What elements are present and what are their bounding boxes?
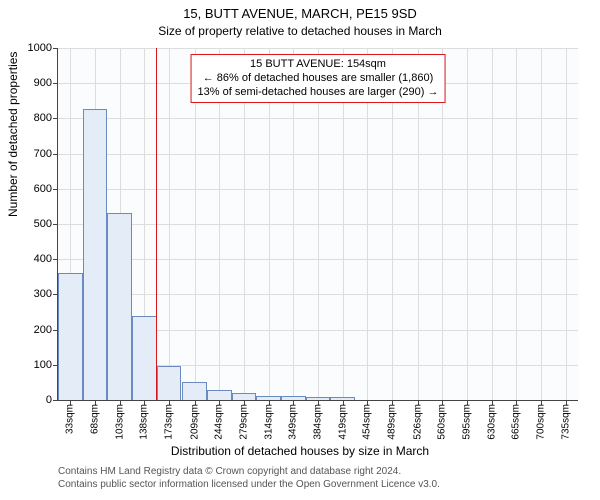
x-tick-label: 489sqm — [387, 404, 398, 440]
gridline-vertical — [169, 48, 170, 400]
x-tick-label: 138sqm — [139, 404, 150, 440]
callout-line: 15 BUTT AVENUE: 154sqm — [198, 58, 439, 72]
x-tick-label: 526sqm — [413, 404, 424, 440]
x-tick-label: 419sqm — [337, 404, 348, 440]
y-axis-label: Number of detached properties — [6, 52, 20, 217]
x-tick-label: 700sqm — [535, 404, 546, 440]
x-tick-label: 209sqm — [189, 404, 200, 440]
chart-container: { "layout": { "width": 600, "height": 50… — [0, 0, 600, 500]
footer-attribution: Contains HM Land Registry data © Crown c… — [58, 466, 440, 491]
y-tick-label: 700 — [34, 148, 58, 160]
gridline-vertical — [516, 48, 517, 400]
chart-subtitle: Size of property relative to detached ho… — [0, 24, 600, 38]
footer-line: Contains HM Land Registry data © Crown c… — [58, 466, 440, 479]
gridline-vertical — [566, 48, 567, 400]
histogram-bar — [107, 213, 132, 400]
histogram-bar — [182, 382, 207, 400]
x-tick-label: 314sqm — [263, 404, 274, 440]
histogram-bar — [157, 366, 182, 400]
histogram-bar — [207, 390, 232, 400]
x-tick-label: 279sqm — [238, 404, 249, 440]
x-tick-label: 595sqm — [461, 404, 472, 440]
y-tick-label: 300 — [34, 288, 58, 300]
y-tick-label: 100 — [34, 359, 58, 371]
callout-box: 15 BUTT AVENUE: 154sqm ← 86% of detached… — [191, 54, 446, 103]
x-tick-label: 33sqm — [65, 404, 76, 434]
y-tick-label: 900 — [34, 77, 58, 89]
y-tick-label: 500 — [34, 218, 58, 230]
y-tick-label: 800 — [34, 112, 58, 124]
y-axis-line — [57, 48, 58, 400]
x-tick-label: 244sqm — [214, 404, 225, 440]
callout-line: ← 86% of detached houses are smaller (1,… — [198, 72, 439, 86]
plot-area: 0100200300400500600700800900100033sqm68s… — [58, 48, 578, 400]
y-tick-label: 400 — [34, 253, 58, 265]
callout-line: 13% of semi-detached houses are larger (… — [198, 86, 439, 100]
x-tick-label: 454sqm — [362, 404, 373, 440]
gridline-vertical — [541, 48, 542, 400]
x-tick-label: 665sqm — [511, 404, 522, 440]
x-tick-label: 68sqm — [90, 404, 101, 434]
y-tick-label: 200 — [34, 324, 58, 336]
x-tick-label: 735sqm — [560, 404, 571, 440]
gridline-vertical — [467, 48, 468, 400]
gridline-vertical — [492, 48, 493, 400]
x-tick-label: 173sqm — [164, 404, 175, 440]
footer-line: Contains public sector information licen… — [58, 479, 440, 492]
histogram-bar — [132, 316, 157, 400]
x-axis-line — [58, 400, 578, 401]
histogram-bar — [83, 109, 108, 400]
x-tick-label: 103sqm — [114, 404, 125, 440]
x-tick-label: 349sqm — [288, 404, 299, 440]
histogram-bar — [232, 393, 257, 400]
y-tick-label: 600 — [34, 183, 58, 195]
x-tick-label: 630sqm — [486, 404, 497, 440]
marker-line — [156, 48, 157, 400]
x-tick-label: 384sqm — [313, 404, 324, 440]
y-tick-label: 1000 — [28, 42, 58, 54]
chart-title: 15, BUTT AVENUE, MARCH, PE15 9SD — [0, 6, 600, 21]
x-tick-label: 560sqm — [437, 404, 448, 440]
histogram-bar — [58, 273, 83, 400]
x-axis-label: Distribution of detached houses by size … — [0, 444, 600, 458]
